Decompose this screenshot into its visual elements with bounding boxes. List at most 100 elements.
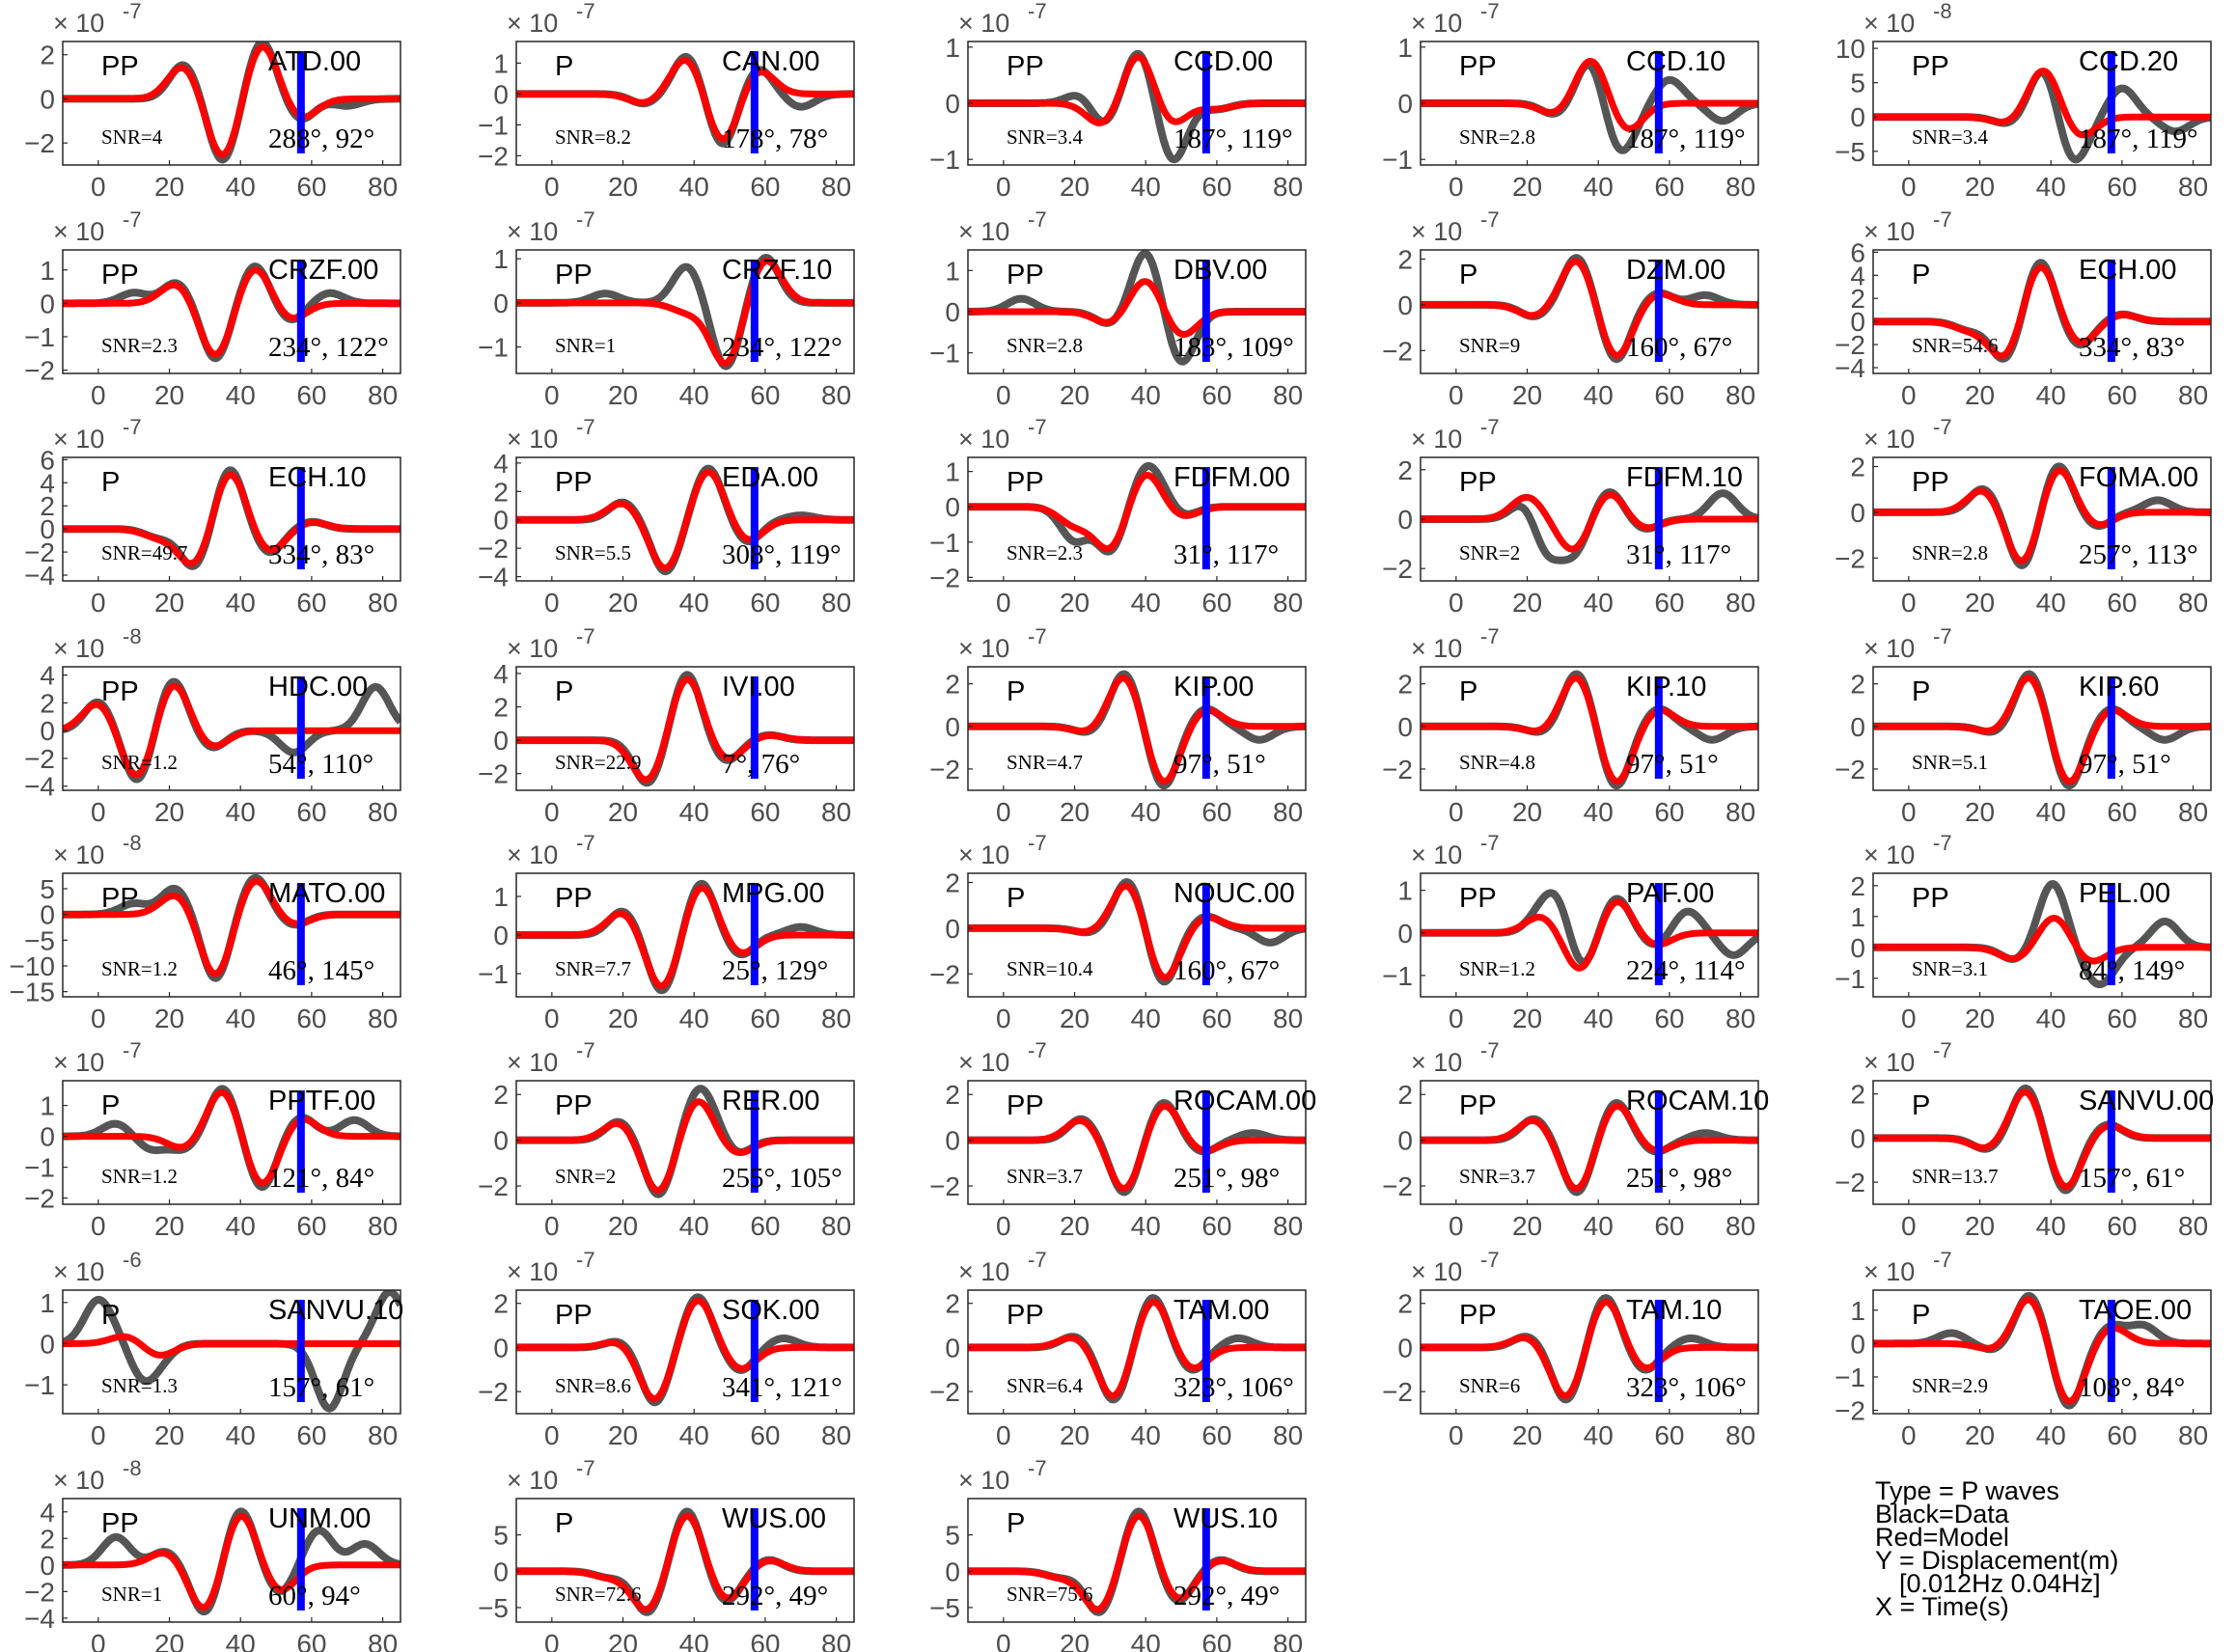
legend-type: Type = P waves [1875,1476,2059,1505]
station-label: FDFM.00 [1173,462,1290,493]
scale-exponent: -7 [1480,1248,1500,1272]
scale-exponent: -7 [1028,1456,1047,1480]
phase-label: PP [1912,883,1949,914]
scale-factor: × 10 [958,1257,1009,1286]
station-label: CRZF.00 [268,255,378,286]
y-tick-label: 5 [1850,69,1865,98]
snr-label: SNR=3.7 [1459,1165,1535,1188]
angles-label: 334°, 83° [268,539,374,570]
y-tick-label: −10 [10,951,56,981]
phase-label: PP [101,1508,139,1539]
y-tick-label: −4 [24,561,55,591]
x-tick-label: 20 [1965,797,1995,827]
scale-exponent: -8 [123,831,142,855]
phase-label: PP [1007,51,1044,82]
y-tick-label: −2 [1382,554,1413,584]
x-tick-label: 20 [154,588,184,618]
station-label: MPG.00 [722,878,824,909]
waveform-panel: 0 20 40 60 80 −2 0 2 × 10 -7 PP SOK.00 SNR=8.6 341°, … [478,1248,855,1450]
x-tick-label: 80 [821,1004,851,1033]
x-tick-label: 40 [679,588,709,618]
waveform-panel: 0 20 40 60 80 −2 0 2 × 10 -7 P KIP.00 SNR=4.7 97°, 51… [929,624,1307,827]
scale-exponent: -6 [123,1248,142,1272]
y-tick-label: −4 [1835,353,1865,383]
x-tick-label: 20 [1060,380,1090,410]
waveform-panel: 0 20 40 60 80 −2 0 2 × 10 -7 PP TAM.00 SNR=6.4 323°, … [929,1248,1307,1450]
snr-label: SNR=49.7 [101,541,187,564]
y-tick-label: −2 [1382,755,1413,785]
axes-frame [967,872,1307,998]
x-tick-label: 80 [368,1629,398,1652]
waveform-panel: 0 20 40 60 80 −1 0 1× 10 -7 PP CCD.00 SNR=3.4 187°, … [929,0,1307,202]
x-tick-label: 80 [1725,1211,1755,1241]
x-tick-label: 0 [996,1211,1011,1241]
scale-factor: × 10 [958,9,1009,38]
snr-label: SNR=2.8 [1912,541,1988,564]
model-trace [1421,58,1758,132]
y-tick-label: 2 [1397,670,1413,700]
axes-frame [62,666,401,791]
angles-label: 234°, 122° [268,332,389,363]
x-tick-label: 40 [1131,588,1161,618]
axes-frame [967,1080,1307,1205]
phase-label: P [101,1300,120,1331]
scale-exponent: -7 [123,1038,142,1062]
model-trace [1873,467,2211,564]
scale-exponent: -7 [576,1248,595,1272]
model-trace [1873,1088,2211,1191]
x-tick-label: 20 [1060,1004,1090,1033]
x-tick-label: 60 [1654,1211,1684,1241]
station-label: ROCAM.00 [1173,1086,1316,1116]
x-tick-label: 0 [996,1629,1011,1652]
snr-label: SNR=9 [1459,334,1520,357]
angles-label: 308°, 119° [722,539,842,570]
x-tick-label: 0 [1901,1211,1917,1241]
axes-frame [1420,1080,1759,1205]
station-label: ATD.00 [268,46,361,77]
y-tick-label: 0 [945,1556,960,1586]
y-tick-label: 0 [1397,712,1413,742]
y-tick-label: −1 [1835,1363,1865,1392]
station-label: ECH.10 [268,462,367,493]
snr-label: SNR=2.3 [1007,541,1083,564]
y-tick-label: 0 [945,1126,960,1156]
angles-label: 157°, 61° [268,1372,374,1403]
angles-label: 251°, 98° [1173,1163,1280,1194]
model-trace [516,1098,854,1194]
angles-label: 292°, 49° [722,1581,828,1611]
y-tick-label: 2 [1397,1289,1413,1319]
scale-factor: × 10 [958,1466,1009,1495]
angles-label: 187°, 119° [2079,124,2198,154]
x-tick-label: 80 [821,1629,851,1652]
model-trace [516,1297,854,1403]
scale-factor: × 10 [507,425,558,454]
x-tick-label: 0 [1901,1004,1917,1033]
axes-frame [1872,872,2212,998]
angles-label: 31°, 117° [1173,539,1279,570]
phase-label: PP [1459,1300,1497,1331]
axes-frame [62,1498,401,1623]
x-tick-label: 20 [608,1629,638,1652]
angles-label: 178°, 78° [722,124,828,154]
y-tick-label: 4 [40,1498,55,1528]
model-trace [63,266,400,358]
snr-label: SNR=2.9 [1912,1374,1988,1397]
x-tick-label: 40 [226,1004,256,1033]
phase-label: P [555,1508,573,1539]
snr-label: SNR=22.9 [555,751,641,774]
x-tick-label: 40 [679,1420,709,1450]
station-label: DZM.00 [1626,255,1725,286]
station-label: NOUC.00 [1173,878,1295,909]
y-tick-label: 0 [945,1333,960,1363]
x-tick-label: 80 [821,588,851,618]
y-tick-label: −2 [1835,755,1865,785]
y-tick-label: 1 [945,33,960,63]
station-label: KIP.00 [1173,672,1254,702]
axes-frame [515,1498,855,1623]
scale-factor: × 10 [1863,217,1915,246]
